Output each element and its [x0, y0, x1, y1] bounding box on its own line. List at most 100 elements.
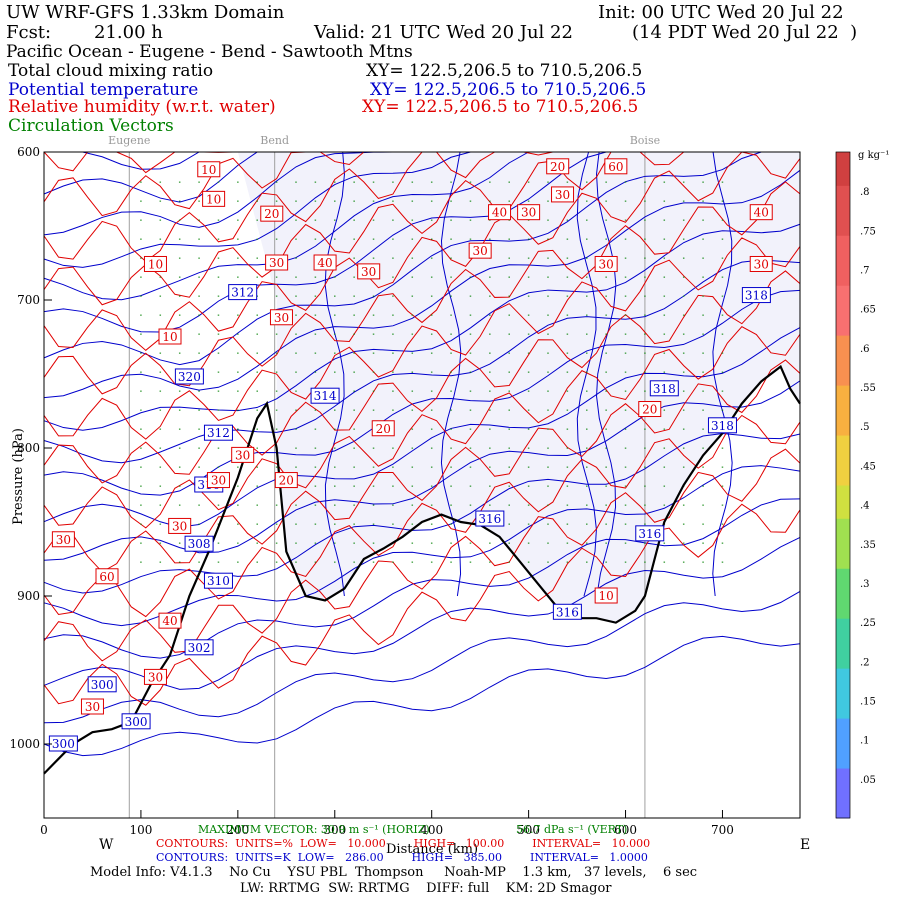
theta-isoline — [576, 151, 597, 597]
colorbar-segment — [836, 518, 850, 536]
colorbar-segment — [836, 401, 850, 419]
rh-contour-label-box — [260, 205, 284, 222]
x-tick-label: 100 — [129, 823, 152, 837]
rh-contour-label-box — [638, 401, 662, 418]
theta-contour-label-box — [228, 284, 258, 301]
colorbar-segment — [836, 168, 850, 186]
rh-contour-label: 30 — [56, 533, 71, 547]
colorbar-tick-label: .55 — [860, 383, 876, 394]
colorbar-segment — [836, 451, 850, 469]
rh-contour-label-box — [371, 420, 395, 437]
rh-contour-label-box — [594, 255, 618, 272]
field-rh-label: Relative humidity (w.r.t. water) — [8, 97, 276, 117]
x-tick-label: 600 — [614, 823, 637, 837]
terrain-line — [43, 364, 801, 775]
rh-contour-label: 30 — [172, 519, 187, 533]
rh-contour-label-box — [488, 204, 512, 221]
theta-contour-label: 318 — [711, 419, 734, 433]
field-cloud-label: Total cloud mixing ratio — [8, 61, 214, 81]
colorbar-tick-label: .05 — [860, 775, 876, 786]
rh-contour-label: 60 — [99, 570, 114, 584]
field-theta-xy: XY= 122.5,206.5 to 710.5,206.5 — [370, 80, 647, 100]
rh-contour-label: 60 — [608, 160, 623, 174]
rh-contour-label: 20 — [550, 160, 565, 174]
rh-isoline — [43, 503, 801, 706]
valid-time-local: (14 PDT Wed 20 Jul 22 ) — [632, 22, 858, 43]
x-tick-label: 700 — [711, 823, 734, 837]
theta-isoline — [43, 635, 801, 757]
rh-contour-label-box — [269, 309, 293, 326]
theta-contour-label-box — [552, 603, 582, 620]
rh-isoline — [43, 414, 801, 618]
theta-contour-label: 318 — [653, 382, 676, 396]
colorbar-segment — [836, 335, 850, 353]
y-axis-title: Pressure (hPa) — [10, 428, 26, 525]
rh-contour-label-box — [546, 158, 570, 175]
colorbar-segment — [836, 751, 850, 769]
rh-contour-label-box — [274, 472, 298, 489]
theta-contour-label: 318 — [745, 289, 768, 303]
colorbar-segment — [836, 501, 850, 519]
rh-contour-label: 10 — [148, 257, 163, 271]
theta-contour-label-box — [635, 525, 665, 542]
rh-contour-label-box — [51, 531, 75, 548]
rh-isoline — [43, 359, 801, 573]
rh-contour-label-box — [95, 568, 119, 585]
colorbar-segment — [836, 285, 850, 303]
theta-contour-label-box — [203, 572, 233, 589]
y-tick-label: 1000 — [9, 737, 40, 751]
colorbar-units: g kg⁻¹ — [858, 150, 889, 161]
rh-isoline — [43, 237, 801, 440]
x-axis-title: Distance (km) — [386, 842, 479, 857]
colorbar-tick-label: .45 — [860, 461, 876, 472]
theta-contour-label-box — [741, 287, 771, 304]
rh-contour-label: 10 — [162, 330, 177, 344]
colorbar-segment — [836, 768, 850, 786]
rh-contour-label-box — [202, 190, 226, 207]
rh-contour-label: 20 — [642, 403, 657, 417]
rh-contour-label: 40 — [317, 256, 332, 270]
colorbar-segment — [836, 351, 850, 369]
rh-contour-label: 20 — [376, 422, 391, 436]
colorbar-tick-label: .8 — [860, 187, 870, 198]
rh-contour-label-box — [197, 161, 221, 178]
colorbar-tick-label: .75 — [860, 226, 876, 237]
colorbar-segment — [836, 651, 850, 669]
rh-contour-label: 30 — [555, 188, 570, 202]
theta-contour-label-box — [203, 424, 233, 441]
colorbar-segment — [836, 568, 850, 586]
colorbar-segment — [836, 601, 850, 619]
x-tick-label: 400 — [420, 823, 443, 837]
rh-contour-label-box — [143, 668, 167, 685]
rh-contour-label-box — [749, 204, 773, 221]
colorbar-tick-label: .3 — [860, 579, 870, 590]
colorbar-segment — [836, 201, 850, 220]
x-direction-east: E — [800, 837, 811, 853]
rh-contour-label-box — [143, 255, 167, 272]
rh-contour-label-box — [357, 263, 381, 280]
theta-contour-label: 308 — [188, 537, 211, 551]
colorbar-segment — [836, 718, 850, 736]
y-tick-label: 900 — [17, 589, 40, 603]
rh-contour-label-box — [158, 612, 182, 629]
rh-contour-label: 40 — [162, 614, 177, 628]
theta-contour-label-box — [121, 713, 151, 730]
colorbar-segment — [836, 435, 850, 453]
theta-contour-label-box — [475, 510, 505, 527]
colorbar-tick-label: .25 — [860, 618, 876, 629]
theta-contour-label: 300 — [125, 715, 148, 729]
theta-contour-label-box — [707, 417, 737, 434]
rh-isoline — [43, 448, 801, 662]
colorbar-tick-label: .5 — [860, 422, 870, 433]
theta-isoline — [43, 259, 801, 464]
colorbar-tick-label: .6 — [860, 344, 870, 355]
colorbar-segment — [836, 584, 850, 603]
rh-contour-label-box — [231, 446, 255, 463]
rh-contour-label-box — [551, 186, 575, 203]
colorbar-segment — [836, 551, 850, 569]
city-label-bend: Bend — [260, 134, 289, 147]
field-rh-xy: XY= 122.5,206.5 to 710.5,206.5 — [362, 97, 639, 117]
colorbar-tick-label: .1 — [860, 736, 870, 747]
valid-time: Valid: 21 UTC Wed 20 Jul 22 — [314, 22, 573, 43]
theta-contour-label: 316 — [478, 512, 501, 526]
